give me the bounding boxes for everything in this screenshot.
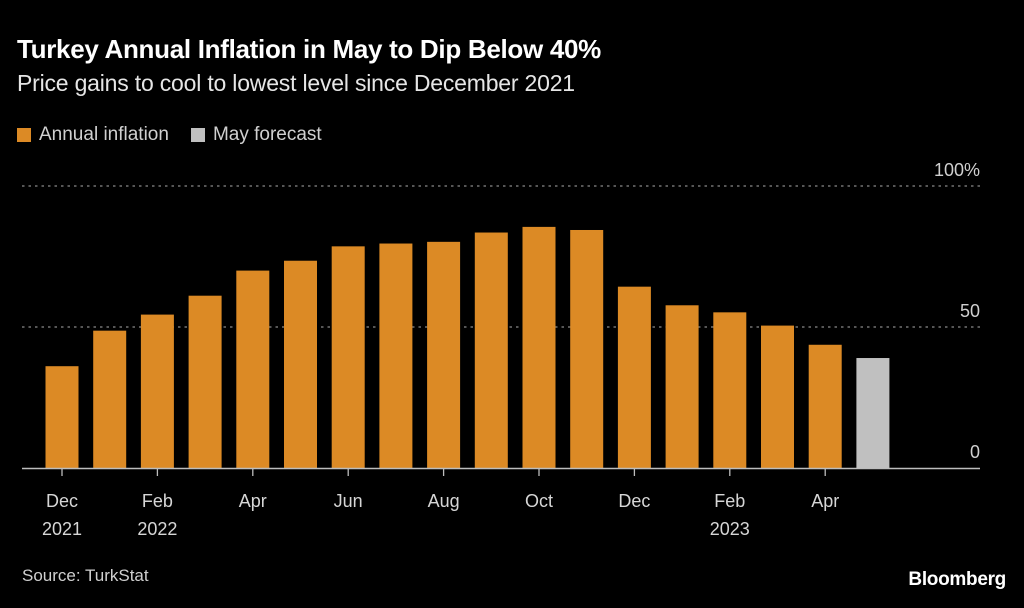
chart-title: Turkey Annual Inflation in May to Dip Be… <box>17 34 601 64</box>
legend-item-may-forecast: May forecast <box>190 124 322 146</box>
x-tick-label: Apr <box>811 491 839 511</box>
bar-annual-inflation <box>284 260 317 468</box>
bar-annual-inflation <box>474 232 508 468</box>
x-tick-label: Feb <box>714 491 745 511</box>
bar-annual-inflation <box>140 314 174 468</box>
x-tick-label: Apr <box>239 491 267 511</box>
legend-label: Annual inflation <box>39 124 169 145</box>
bar-annual-inflation <box>45 366 79 468</box>
bloomberg-logo: Bloomberg <box>908 569 1006 590</box>
x-tick-label: Jun <box>334 491 363 511</box>
bar-annual-inflation <box>522 226 556 468</box>
x-tick-label: Oct <box>525 491 553 511</box>
legend: Annual inflation May forecast <box>17 124 344 146</box>
bar-annual-inflation <box>570 229 604 468</box>
legend-label: May forecast <box>212 124 322 145</box>
x-tick-year-label: 2021 <box>42 519 82 539</box>
chart-subtitle: Price gains to cool to lowest level sinc… <box>17 70 575 96</box>
legend-swatch-may-forecast <box>190 128 205 142</box>
y-axis-labels: 0 50 100% <box>934 160 980 462</box>
y-tick-label: 100% <box>934 160 980 180</box>
x-tick-label: Dec <box>618 491 650 511</box>
legend-swatch-annual-inflation <box>17 128 31 142</box>
bar-annual-inflation <box>665 305 699 468</box>
bar-annual-inflation <box>427 241 461 468</box>
bar-annual-inflation <box>236 270 270 468</box>
y-tick-label: 50 <box>960 301 980 321</box>
bar-annual-inflation <box>617 286 651 468</box>
bars <box>45 226 890 468</box>
bar-annual-inflation <box>93 330 127 468</box>
legend-item-annual-inflation: Annual inflation <box>17 124 169 146</box>
x-tick-label: Feb <box>142 491 173 511</box>
x-tick-year-label: 2022 <box>137 519 177 539</box>
bar-may-forecast <box>856 358 890 468</box>
source-note: Source: TurkStat <box>22 566 149 585</box>
bar-annual-inflation <box>188 295 222 468</box>
y-tick-label: 0 <box>970 442 980 462</box>
x-tick-year-label: 2023 <box>710 519 750 539</box>
x-tick-label: Aug <box>428 491 460 511</box>
bar-annual-inflation <box>379 243 413 468</box>
bar-annual-inflation <box>331 246 365 468</box>
bar-annual-inflation <box>713 312 747 468</box>
x-axis: Dec 2021 Feb 2022 Apr Jun Aug Oct Dec Feb 2023 Apr <box>22 467 980 539</box>
x-tick-label: Dec <box>46 491 78 511</box>
bar-annual-inflation <box>808 344 842 468</box>
bar-annual-inflation <box>761 325 794 468</box>
